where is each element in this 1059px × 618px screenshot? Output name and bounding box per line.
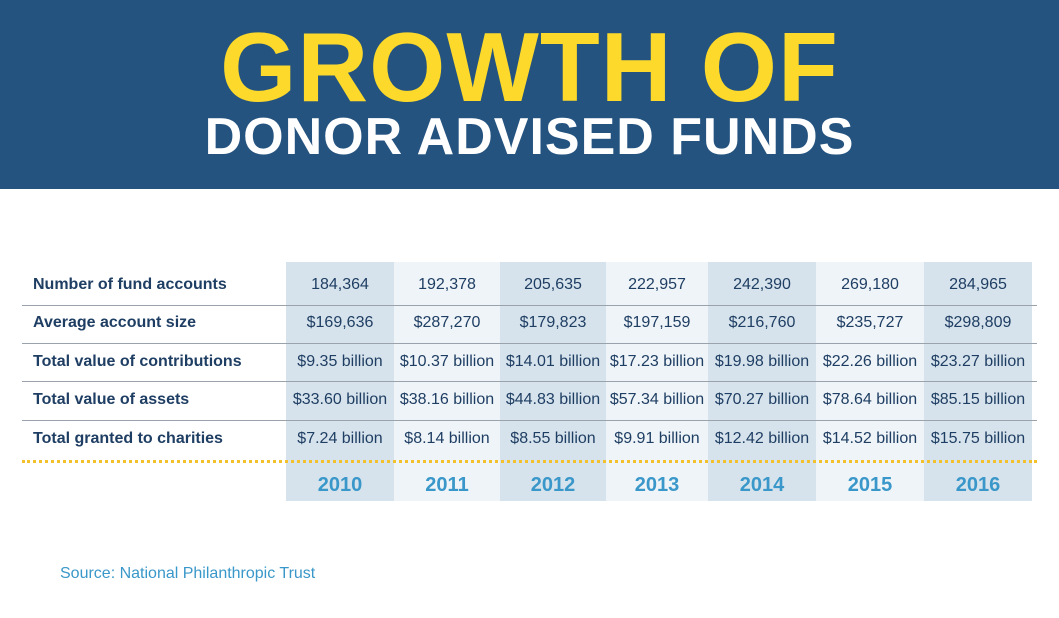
table-cell: $78.64 billion — [822, 391, 918, 408]
table-cell: $14.01 billion — [505, 353, 601, 370]
table-cell: $298,809 — [944, 314, 1012, 331]
table-cell: 284,965 — [949, 276, 1007, 293]
table-cell: $10.37 billion — [399, 353, 495, 370]
table-cell: $17.23 billion — [609, 353, 705, 370]
table-cell: 205,635 — [524, 276, 582, 293]
table-cell: $38.16 billion — [399, 391, 495, 408]
row-label: Total value of contributions — [33, 353, 242, 370]
table-cell: $19.98 billion — [714, 353, 810, 370]
source-note: Source: National Philanthropic Trust — [60, 565, 316, 582]
page-subtitle: DONOR ADVISED FUNDS — [204, 108, 855, 166]
table-cell: 222,957 — [628, 276, 686, 293]
page-title: GROWTH OF — [220, 12, 839, 122]
table-cell: $23.27 billion — [930, 353, 1026, 370]
table-cell: 269,180 — [841, 276, 899, 293]
year-label: 2013 — [634, 474, 680, 496]
table-cell: $33.60 billion — [292, 391, 388, 408]
table-cell: $197,159 — [623, 314, 691, 331]
table-cell: $216,760 — [728, 314, 796, 331]
table-cell: $14.52 billion — [822, 430, 918, 447]
row-divider — [22, 381, 1037, 382]
table-cell: $57.34 billion — [609, 391, 705, 408]
row-label: Total value of assets — [33, 391, 190, 408]
table-cell: $85.15 billion — [930, 391, 1026, 408]
row-label: Total granted to charities — [33, 430, 223, 447]
table-cell: $70.27 billion — [714, 391, 810, 408]
table-cell: 184,364 — [311, 276, 369, 293]
row-label: Number of fund accounts — [33, 276, 227, 293]
table-cell: $9.91 billion — [614, 430, 700, 447]
year-label: 2014 — [739, 474, 785, 496]
year-label: 2015 — [847, 474, 893, 496]
table-cell: 192,378 — [418, 276, 476, 293]
row-divider — [22, 305, 1037, 306]
table-cell: $8.14 billion — [404, 430, 490, 447]
row-divider — [22, 343, 1037, 344]
table-cell: $179,823 — [519, 314, 587, 331]
table-cell: 242,390 — [733, 276, 791, 293]
table-cell: $169,636 — [306, 314, 374, 331]
year-label: 2012 — [530, 474, 576, 496]
table-cell: $44.83 billion — [505, 391, 601, 408]
header-banner: GROWTH OF DONOR ADVISED FUNDS — [0, 0, 1059, 189]
table-cell: $287,270 — [413, 314, 481, 331]
table-cell: $235,727 — [836, 314, 904, 331]
table-cell: $9.35 billion — [297, 353, 383, 370]
year-label: 2011 — [425, 474, 469, 496]
row-divider — [22, 420, 1037, 421]
table-cell: $15.75 billion — [930, 430, 1026, 447]
table-cell: $22.26 billion — [822, 353, 918, 370]
table-cell: $7.24 billion — [297, 430, 383, 447]
row-label: Average account size — [33, 314, 197, 331]
year-label: 2016 — [955, 474, 1001, 496]
table-cell: $8.55 billion — [510, 430, 596, 447]
year-label: 2010 — [317, 474, 363, 496]
table-cell: $12.42 billion — [714, 430, 810, 447]
year-divider — [22, 460, 1037, 463]
